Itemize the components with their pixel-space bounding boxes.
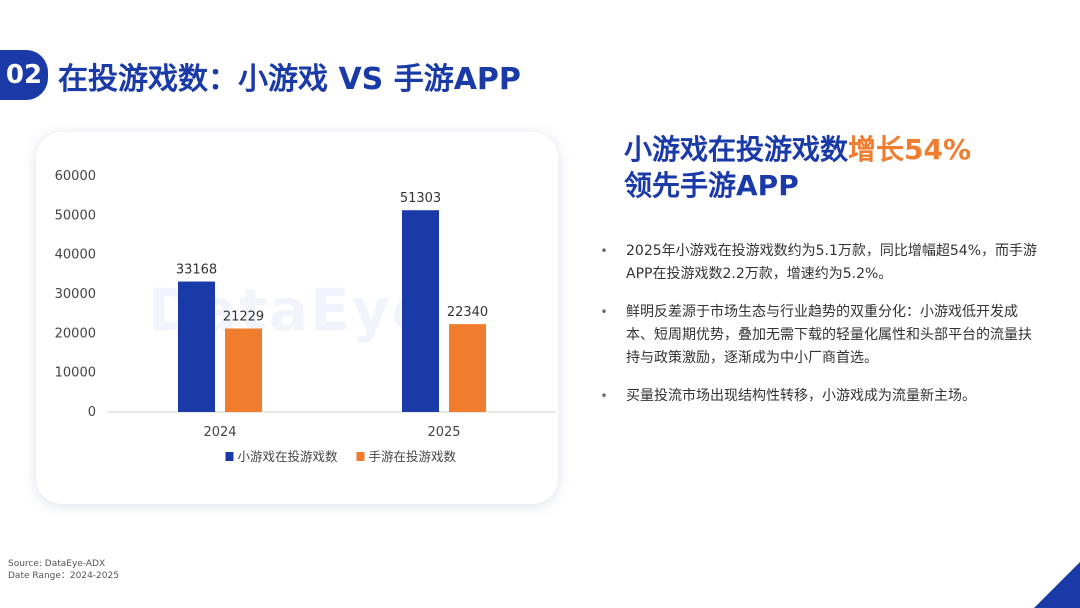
x-tick-label: 2025 <box>427 425 460 440</box>
date-range-text: Date Range：2024-2025 <box>8 571 119 581</box>
headline-line-1: 小游戏在投游戏数增长54% <box>624 132 971 168</box>
section-number-badge: 02 <box>0 50 48 100</box>
x-tick-label: 2024 <box>203 425 236 440</box>
bullet-item: • 买量投流市场出现结构性转移，小游戏成为流量新主场。 <box>600 385 1038 408</box>
legend-swatch <box>356 452 365 461</box>
data-label: 21229 <box>223 309 264 324</box>
bullet-marker: • <box>600 244 608 258</box>
page-title: 在投游戏数：小游戏 VS 手游APP <box>58 62 521 97</box>
y-tick-label: 60000 <box>55 169 96 184</box>
legend-swatch <box>225 452 234 461</box>
bar-chart: 0 10000 20000 30000 40000 50000 60000 33168 2122… <box>55 169 556 464</box>
bar <box>178 281 215 412</box>
chart-card: DataEye 0 10000 20000 30000 40000 50000 60000 3… <box>36 132 558 504</box>
source-note: Source: DataEye-ADX Date Range：2024-2025 <box>8 558 119 582</box>
y-tick-label: 0 <box>88 405 96 420</box>
bullet-marker: • <box>600 389 608 403</box>
headline-line-2: 领先手游APP <box>624 169 799 202</box>
bullet-marker: • <box>600 305 608 319</box>
bullet-text: 买量投流市场出现结构性转移，小游戏成为流量新主场。 <box>626 388 976 404</box>
bullet-item: • 2025年小游戏在投游戏数约为5.1万款，同比增幅超54%，而手游APP在投游… <box>600 240 1038 286</box>
y-tick-label: 40000 <box>55 248 96 263</box>
bullet-text: 2025年小游戏在投游戏数约为5.1万款，同比增幅超54%，而手游APP在投游戏… <box>626 243 1038 282</box>
y-tick-label: 30000 <box>55 287 96 302</box>
y-tick-label: 10000 <box>55 366 96 381</box>
bar <box>449 324 486 412</box>
bullet-item: • 鲜明反差源于市场生态与行业趋势的双重分化：小游戏低开发成本、短周期优势，叠加无… <box>600 301 1038 370</box>
bullet-list: • 2025年小游戏在投游戏数约为5.1万款，同比增幅超54%，而手游APP在投游… <box>600 240 1038 423</box>
headline-highlight: 增长54% <box>848 133 972 166</box>
legend-label: 小游戏在投游戏数 <box>238 449 339 464</box>
data-label: 22340 <box>447 305 488 320</box>
source-text: Source: DataEye-ADX <box>8 559 106 569</box>
legend-label: 手游在投游戏数 <box>369 449 457 464</box>
bar <box>225 328 262 412</box>
y-tick-label: 20000 <box>55 326 96 341</box>
corner-decoration <box>1034 562 1080 608</box>
bar <box>402 210 439 412</box>
headline-text: 小游戏在投游戏数 <box>624 133 849 166</box>
headline: 小游戏在投游戏数增长54% 领先手游APP <box>624 132 971 204</box>
y-tick-label: 50000 <box>55 208 96 223</box>
data-label: 33168 <box>176 263 217 278</box>
bullet-text: 鲜明反差源于市场生态与行业趋势的双重分化：小游戏低开发成本、短周期优势，叠加无需… <box>626 304 1032 366</box>
data-label: 51303 <box>400 191 441 206</box>
